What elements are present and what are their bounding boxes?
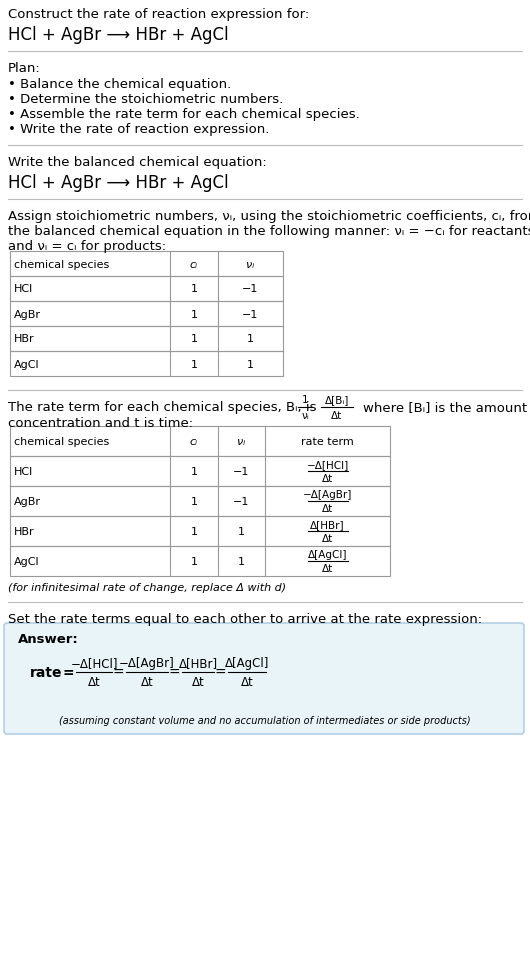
Text: 1: 1	[238, 556, 245, 567]
Text: −Δ[HCl]: −Δ[HCl]	[306, 459, 349, 470]
Bar	[10, 516, 390, 547]
Text: =: =	[168, 666, 180, 679]
Text: rate term: rate term	[301, 437, 354, 447]
Bar	[10, 486, 390, 516]
Text: Δt: Δt	[322, 563, 333, 574]
Text: Δt: Δt	[322, 534, 333, 544]
Text: −1: −1	[233, 466, 250, 477]
Text: 1: 1	[247, 359, 254, 369]
Bar	[10, 352, 283, 377]
Text: 1: 1	[190, 556, 198, 567]
Text: HCl: HCl	[14, 466, 33, 477]
Text: • Assemble the rate term for each chemical species.: • Assemble the rate term for each chemic…	[8, 108, 360, 121]
Text: Plan:: Plan:	[8, 62, 41, 75]
Text: Δ[HBr]: Δ[HBr]	[310, 519, 345, 529]
Text: 1: 1	[190, 359, 198, 369]
Text: 1: 1	[190, 334, 198, 344]
Text: 1: 1	[190, 526, 198, 537]
Text: Δt: Δt	[140, 675, 153, 688]
Text: the balanced chemical equation in the following manner: νᵢ = −cᵢ for reactants: the balanced chemical equation in the fo…	[8, 225, 530, 237]
Bar	[10, 456, 390, 486]
Text: Write the balanced chemical equation:: Write the balanced chemical equation:	[8, 156, 267, 169]
Text: HCl + AgBr ⟶ HBr + AgCl: HCl + AgBr ⟶ HBr + AgCl	[8, 173, 228, 192]
Text: −1: −1	[242, 309, 259, 319]
Text: concentration and t is time:: concentration and t is time:	[8, 417, 193, 429]
Text: Δ[Bᵢ]: Δ[Bᵢ]	[325, 394, 349, 405]
Text: =: =	[112, 666, 124, 679]
Text: 1: 1	[190, 466, 198, 477]
Text: AgCl: AgCl	[14, 359, 40, 369]
Text: AgBr: AgBr	[14, 309, 41, 319]
Bar	[10, 277, 283, 301]
Text: −Δ[HCl]: −Δ[HCl]	[70, 656, 118, 670]
Bar	[10, 547, 390, 577]
Text: 1: 1	[190, 496, 198, 507]
Text: Construct the rate of reaction expression for:: Construct the rate of reaction expressio…	[8, 8, 309, 21]
Text: Δ[AgCl]: Δ[AgCl]	[308, 549, 347, 559]
Text: Δt: Δt	[87, 675, 100, 688]
Text: νᵢ: νᵢ	[237, 437, 245, 447]
Text: −1: −1	[242, 284, 259, 295]
Bar	[10, 327, 283, 352]
Text: 1: 1	[302, 394, 308, 405]
Text: where [Bᵢ] is the amount: where [Bᵢ] is the amount	[363, 400, 527, 414]
Text: • Determine the stoichiometric numbers.: • Determine the stoichiometric numbers.	[8, 93, 283, 106]
Text: (assuming constant volume and no accumulation of intermediates or side products): (assuming constant volume and no accumul…	[59, 715, 471, 725]
Text: • Write the rate of reaction expression.: • Write the rate of reaction expression.	[8, 123, 269, 136]
Text: HBr: HBr	[14, 526, 34, 537]
Text: 1: 1	[190, 309, 198, 319]
Text: −Δ[AgBr]: −Δ[AgBr]	[303, 489, 352, 499]
Text: Δt: Δt	[241, 675, 253, 688]
Text: νᵢ: νᵢ	[246, 260, 254, 269]
Text: 1: 1	[190, 284, 198, 295]
Bar	[10, 301, 283, 327]
Text: cᵢ: cᵢ	[190, 437, 198, 447]
Text: Δt: Δt	[192, 675, 205, 688]
Text: Assign stoichiometric numbers, νᵢ, using the stoichiometric coefficients, cᵢ, fr: Assign stoichiometric numbers, νᵢ, using…	[8, 209, 530, 223]
Text: rate: rate	[30, 666, 63, 679]
Bar	[10, 426, 390, 456]
Text: and νᵢ = cᵢ for products:: and νᵢ = cᵢ for products:	[8, 239, 166, 253]
Text: −1: −1	[233, 496, 250, 507]
Text: • Balance the chemical equation.: • Balance the chemical equation.	[8, 78, 231, 91]
Bar	[10, 252, 283, 277]
Text: νᵢ: νᵢ	[301, 411, 309, 421]
Text: 1: 1	[238, 526, 245, 537]
Text: Δt: Δt	[322, 504, 333, 514]
Text: Answer:: Answer:	[18, 633, 79, 645]
Text: Δt: Δt	[331, 411, 342, 421]
Text: AgBr: AgBr	[14, 496, 41, 507]
Text: =: =	[62, 666, 74, 679]
Text: The rate term for each chemical species, Bᵢ, is: The rate term for each chemical species,…	[8, 400, 316, 414]
Text: =: =	[214, 666, 226, 679]
Text: HCl: HCl	[14, 284, 33, 295]
Text: −Δ[AgBr]: −Δ[AgBr]	[119, 656, 175, 670]
Text: 1: 1	[247, 334, 254, 344]
Text: AgCl: AgCl	[14, 556, 40, 567]
FancyBboxPatch shape	[4, 623, 524, 735]
Text: chemical species: chemical species	[14, 260, 109, 269]
Text: Δ[HBr]: Δ[HBr]	[179, 656, 217, 670]
Text: HCl + AgBr ⟶ HBr + AgCl: HCl + AgBr ⟶ HBr + AgCl	[8, 26, 228, 44]
Text: cᵢ: cᵢ	[190, 260, 198, 269]
Text: HBr: HBr	[14, 334, 34, 344]
Text: Δ[AgCl]: Δ[AgCl]	[225, 656, 269, 670]
Text: Set the rate terms equal to each other to arrive at the rate expression:: Set the rate terms equal to each other t…	[8, 612, 482, 625]
Text: Δt: Δt	[322, 474, 333, 484]
Text: chemical species: chemical species	[14, 437, 109, 447]
Text: (for infinitesimal rate of change, replace Δ with d): (for infinitesimal rate of change, repla…	[8, 582, 286, 592]
